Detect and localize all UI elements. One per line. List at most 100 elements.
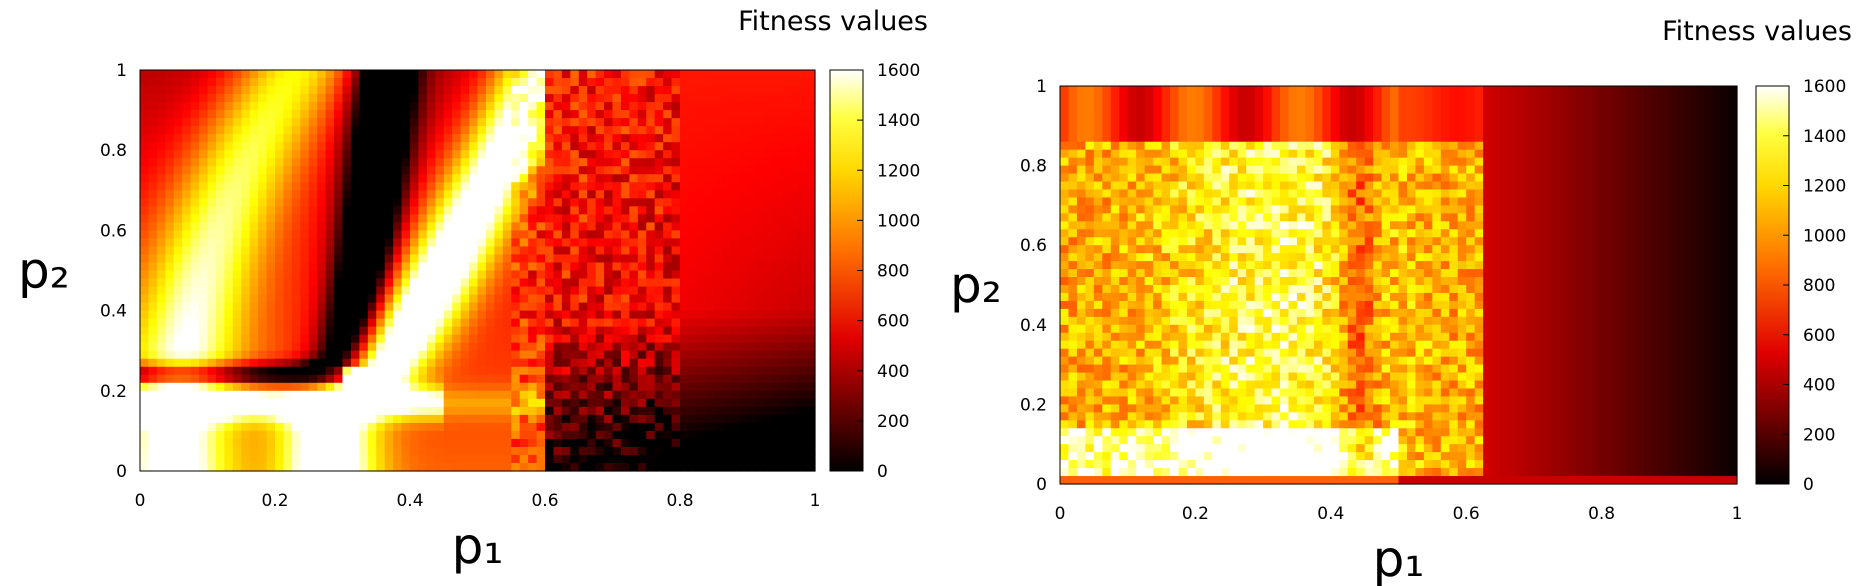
right-heatmap-cell xyxy=(1119,141,1129,151)
left-heatmap-cell xyxy=(410,206,420,215)
left-heatmap-cell xyxy=(469,134,479,143)
left-heatmap-cell xyxy=(730,438,740,448)
right-heatmap-cell xyxy=(1203,189,1213,199)
left-heatmap-cell xyxy=(688,342,698,352)
left-heatmap-cell xyxy=(350,150,360,159)
left-heatmap-cell xyxy=(199,142,209,151)
left-heatmap-cell xyxy=(182,214,192,223)
left-heatmap-cell xyxy=(443,214,453,223)
left-heatmap-cell xyxy=(359,110,369,119)
left-heatmap-cell xyxy=(232,318,242,328)
left-heatmap-cell xyxy=(173,166,183,175)
right-heatmap-cell xyxy=(1161,356,1171,366)
left-heatmap-cell xyxy=(283,262,293,272)
left-heatmap-cell xyxy=(140,182,150,191)
left-heatmap-cell xyxy=(435,390,445,400)
left-heatmap-cell xyxy=(764,238,774,248)
right-heatmap-cell xyxy=(1060,93,1070,103)
left-heatmap-cell xyxy=(620,398,630,408)
right-heatmap-cell xyxy=(1170,348,1180,358)
right-heatmap-cell xyxy=(1068,189,1078,199)
left-heatmap-cell xyxy=(241,382,251,392)
left-heatmap-cell xyxy=(224,238,234,248)
right-heatmap-cell xyxy=(1153,468,1163,477)
right-heatmap-cell xyxy=(1161,372,1171,382)
left-heatmap-cell xyxy=(418,294,428,304)
left-heatmap-cell xyxy=(410,262,420,272)
right-heatmap-cell xyxy=(1093,189,1103,199)
left-heatmap-cell xyxy=(140,286,150,296)
left-heatmap-cell xyxy=(173,294,183,304)
left-heatmap-cell xyxy=(772,198,782,207)
left-heatmap-cell xyxy=(528,150,538,159)
left-heatmap-cell xyxy=(578,254,588,264)
left-heatmap-cell xyxy=(367,230,377,240)
left-heatmap-cell xyxy=(637,278,647,288)
right-heatmap-cell xyxy=(1060,157,1070,167)
left-heatmap-cell xyxy=(587,302,597,312)
left-heatmap-cell xyxy=(359,302,369,312)
right-heatmap-cell xyxy=(1127,364,1137,374)
left-heatmap-cell xyxy=(646,190,656,199)
right-heatmap-cell xyxy=(1212,157,1222,167)
left-heatmap-cell xyxy=(393,382,403,392)
right-heatmap-cell xyxy=(1195,165,1205,175)
left-heatmap-cell xyxy=(477,294,487,304)
left-heatmap-cell xyxy=(241,334,251,344)
left-heatmap-cell xyxy=(671,110,681,119)
left-heatmap-cell xyxy=(232,70,242,79)
right-heatmap-cell xyxy=(1153,173,1163,183)
left-heatmap-cell xyxy=(232,118,242,127)
left-heatmap-cell xyxy=(393,214,403,223)
left-heatmap-cell xyxy=(511,230,521,240)
right-heatmap-cell xyxy=(1153,86,1163,95)
left-heatmap-cell xyxy=(730,334,740,344)
left-heatmap-cell xyxy=(595,462,605,472)
right-heatmap-cell xyxy=(1085,269,1095,278)
left-heatmap-cell xyxy=(350,422,360,432)
left-heatmap-cell xyxy=(283,406,293,416)
left-heatmap-cell xyxy=(452,230,462,240)
left-heatmap-cell xyxy=(671,262,681,272)
left-heatmap-cell xyxy=(713,430,723,440)
right-heatmap-cell xyxy=(1060,86,1070,95)
left-heatmap-cell xyxy=(140,398,150,408)
left-heatmap-cell xyxy=(502,438,512,448)
right-heatmap-cell xyxy=(1178,404,1188,413)
left-y-tick-label: 0 xyxy=(116,462,127,482)
left-heatmap-cell xyxy=(435,182,445,191)
left-heatmap-cell xyxy=(334,254,344,264)
left-heatmap-cell xyxy=(182,310,192,320)
left-y-tick-label: 0.8 xyxy=(100,141,127,161)
left-heatmap-cell xyxy=(663,462,673,472)
left-heatmap-cell xyxy=(646,142,656,151)
left-heatmap-cell xyxy=(494,102,504,111)
right-heatmap-cell xyxy=(1212,101,1222,111)
left-heatmap-cell xyxy=(215,214,225,223)
right-heatmap-cell xyxy=(1144,388,1154,398)
left-heatmap-cell xyxy=(629,262,639,272)
right-heatmap-cell xyxy=(1127,380,1137,390)
left-heatmap-cell xyxy=(587,382,597,392)
left-heatmap-cell xyxy=(755,422,765,432)
left-heatmap-cell xyxy=(232,462,242,472)
left-heatmap-cell xyxy=(578,198,588,207)
left-heatmap-cell xyxy=(519,454,529,464)
right-heatmap-cell xyxy=(1102,412,1112,421)
left-heatmap-cell xyxy=(199,166,209,175)
left-heatmap-cell xyxy=(587,94,597,103)
left-heatmap-cell xyxy=(578,462,588,472)
left-heatmap-cell xyxy=(528,398,538,408)
left-heatmap-cell xyxy=(283,398,293,408)
left-heatmap-cell xyxy=(283,278,293,288)
left-heatmap-cell xyxy=(325,86,335,95)
right-heatmap-cell xyxy=(1212,364,1222,374)
left-heatmap-cell xyxy=(469,342,479,352)
left-heatmap-cell xyxy=(148,150,158,159)
right-heatmap-cell xyxy=(1093,468,1103,477)
left-heatmap-cell xyxy=(275,302,285,312)
right-heatmap-cell xyxy=(1178,316,1188,326)
left-heatmap-cell xyxy=(612,214,622,223)
left-heatmap-cell xyxy=(747,230,757,240)
left-heatmap-cell xyxy=(620,462,630,472)
